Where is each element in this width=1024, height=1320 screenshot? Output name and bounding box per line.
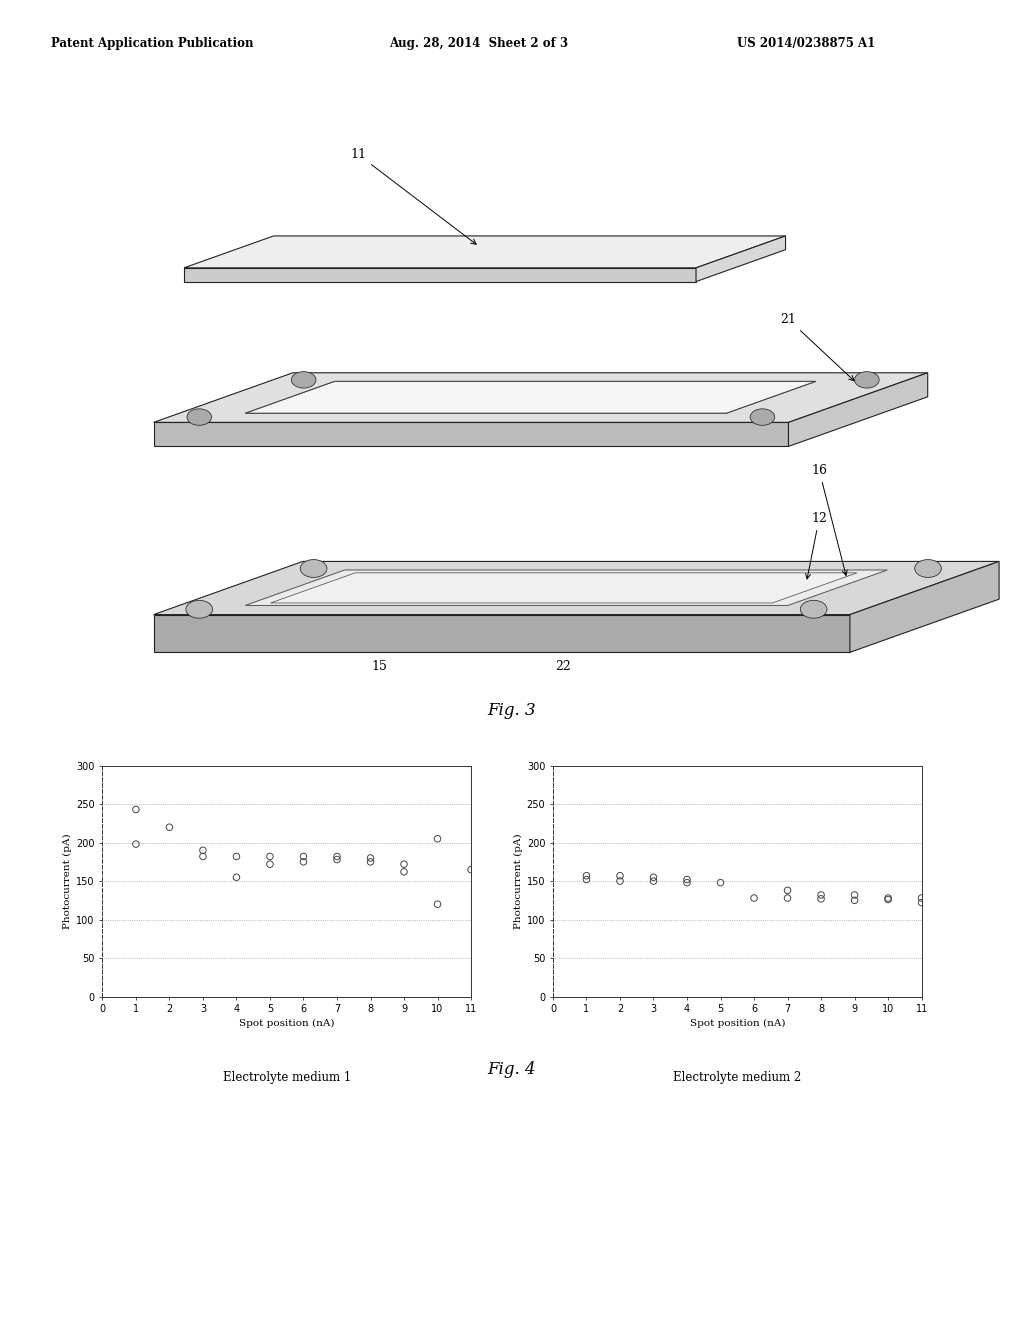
Point bbox=[880, 890, 896, 911]
Point bbox=[913, 892, 930, 913]
Point bbox=[362, 847, 379, 869]
Polygon shape bbox=[154, 372, 928, 422]
Point bbox=[195, 846, 211, 867]
Polygon shape bbox=[184, 268, 696, 281]
Point bbox=[779, 880, 796, 902]
Point bbox=[745, 887, 762, 908]
Point bbox=[679, 869, 695, 890]
Polygon shape bbox=[184, 236, 785, 268]
X-axis label: Spot position (nA): Spot position (nA) bbox=[239, 1019, 335, 1027]
Circle shape bbox=[751, 409, 775, 425]
Point bbox=[463, 859, 479, 880]
Point bbox=[611, 871, 628, 892]
Circle shape bbox=[855, 372, 880, 388]
Point bbox=[611, 865, 628, 886]
Text: 21: 21 bbox=[780, 313, 854, 380]
Point bbox=[295, 851, 311, 873]
Point bbox=[228, 867, 245, 888]
Text: Aug. 28, 2014  Sheet 2 of 3: Aug. 28, 2014 Sheet 2 of 3 bbox=[389, 37, 568, 50]
Point bbox=[128, 799, 144, 820]
Y-axis label: Photocurrent (pA): Photocurrent (pA) bbox=[513, 833, 522, 929]
Polygon shape bbox=[788, 372, 928, 446]
Point bbox=[161, 817, 177, 838]
Circle shape bbox=[801, 601, 827, 618]
Polygon shape bbox=[850, 561, 999, 652]
Point bbox=[262, 854, 279, 875]
Point bbox=[329, 849, 345, 870]
Point bbox=[362, 851, 379, 873]
Point bbox=[579, 865, 595, 886]
Point bbox=[713, 873, 729, 894]
Point bbox=[645, 871, 662, 892]
Point bbox=[813, 888, 829, 909]
Polygon shape bbox=[154, 615, 850, 652]
X-axis label: Spot position (nA): Spot position (nA) bbox=[689, 1019, 785, 1027]
Point bbox=[913, 887, 930, 908]
Circle shape bbox=[186, 601, 213, 618]
Point bbox=[645, 867, 662, 888]
Point bbox=[779, 887, 796, 908]
Point bbox=[429, 894, 445, 915]
Point bbox=[295, 846, 311, 867]
Circle shape bbox=[292, 372, 316, 388]
Point bbox=[262, 846, 279, 867]
Point bbox=[396, 862, 413, 883]
Polygon shape bbox=[245, 381, 816, 413]
Point bbox=[847, 884, 863, 906]
Point bbox=[128, 834, 144, 855]
Point bbox=[228, 846, 245, 867]
Text: Fig. 3: Fig. 3 bbox=[487, 702, 537, 719]
Polygon shape bbox=[154, 561, 999, 615]
Text: US 2014/0238875 A1: US 2014/0238875 A1 bbox=[737, 37, 876, 50]
Point bbox=[880, 887, 896, 908]
Point bbox=[579, 869, 595, 890]
Point bbox=[329, 846, 345, 867]
Polygon shape bbox=[696, 236, 785, 281]
Text: 16: 16 bbox=[811, 463, 847, 576]
Circle shape bbox=[187, 409, 212, 425]
Circle shape bbox=[914, 560, 941, 577]
Text: Fig. 4: Fig. 4 bbox=[487, 1061, 537, 1077]
Text: Electrolyte medium 1: Electrolyte medium 1 bbox=[222, 1071, 351, 1084]
Polygon shape bbox=[245, 570, 888, 606]
Text: 11: 11 bbox=[350, 148, 476, 244]
Polygon shape bbox=[154, 422, 788, 446]
Point bbox=[195, 840, 211, 861]
Point bbox=[396, 854, 413, 875]
Text: 12: 12 bbox=[806, 512, 827, 579]
Point bbox=[813, 884, 829, 906]
Y-axis label: Photocurrent (pA): Photocurrent (pA) bbox=[62, 833, 72, 929]
Text: Electrolyte medium 2: Electrolyte medium 2 bbox=[673, 1071, 802, 1084]
Text: Patent Application Publication: Patent Application Publication bbox=[51, 37, 254, 50]
Point bbox=[679, 873, 695, 894]
Text: 22: 22 bbox=[555, 660, 571, 673]
Point bbox=[847, 890, 863, 911]
Polygon shape bbox=[270, 573, 857, 603]
Point bbox=[429, 828, 445, 849]
Circle shape bbox=[300, 560, 327, 577]
Text: 15: 15 bbox=[371, 660, 387, 673]
